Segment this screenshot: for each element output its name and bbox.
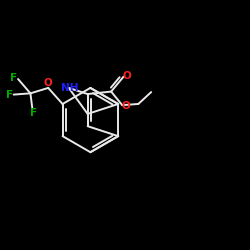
- Text: NH: NH: [61, 83, 79, 93]
- Text: O: O: [122, 102, 130, 112]
- Text: F: F: [30, 108, 37, 118]
- Text: O: O: [43, 78, 52, 88]
- Text: F: F: [10, 73, 18, 83]
- Text: F: F: [6, 90, 13, 100]
- Text: O: O: [123, 70, 132, 81]
